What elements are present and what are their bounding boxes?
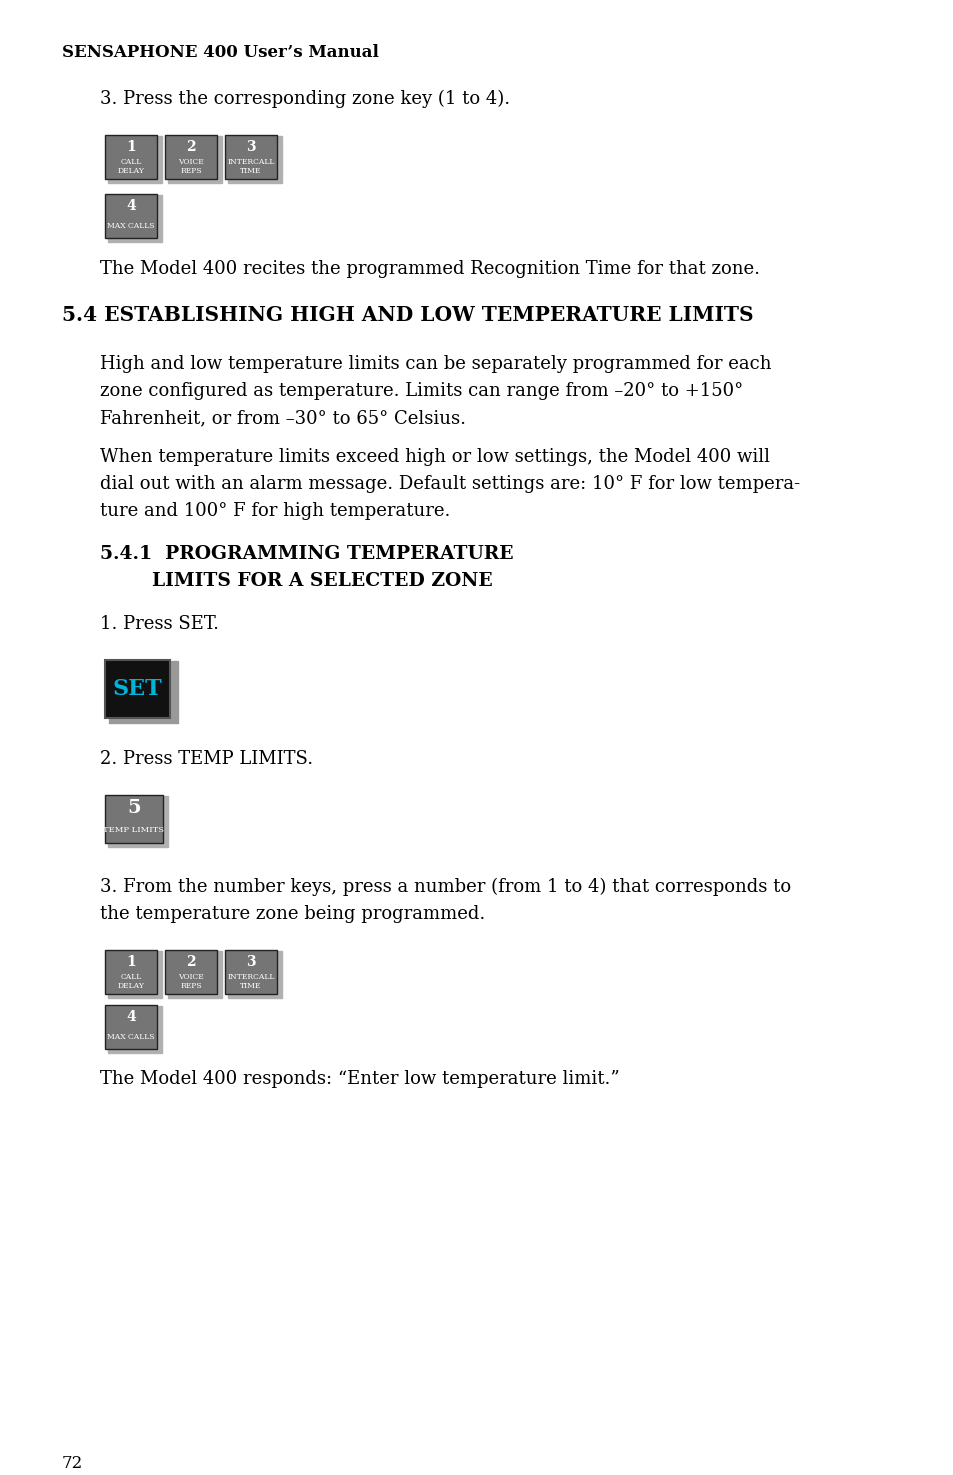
Text: 5: 5 <box>127 799 141 817</box>
Text: INTERCALL
TIME: INTERCALL TIME <box>227 974 274 990</box>
Text: TEMP LIMITS: TEMP LIMITS <box>103 826 164 833</box>
Text: 1. Press SET.: 1. Press SET. <box>100 615 219 633</box>
Text: CALL
DELAY: CALL DELAY <box>117 974 144 990</box>
Text: Fahrenheit, or from –30° to 65° Celsius.: Fahrenheit, or from –30° to 65° Celsius. <box>100 409 465 426</box>
Text: 1: 1 <box>126 956 135 969</box>
Text: 5.4.1  PROGRAMMING TEMPERATURE: 5.4.1 PROGRAMMING TEMPERATURE <box>100 544 513 563</box>
FancyBboxPatch shape <box>228 136 282 183</box>
Text: INTERCALL
TIME: INTERCALL TIME <box>227 158 274 176</box>
FancyBboxPatch shape <box>105 136 157 178</box>
Text: 2: 2 <box>186 140 195 155</box>
Text: When temperature limits exceed high or low settings, the Model 400 will: When temperature limits exceed high or l… <box>100 448 769 466</box>
FancyBboxPatch shape <box>168 951 222 999</box>
Text: MAX CALLS: MAX CALLS <box>107 1032 154 1041</box>
Text: 4: 4 <box>126 1010 135 1024</box>
Text: ture and 100° F for high temperature.: ture and 100° F for high temperature. <box>100 502 450 521</box>
FancyBboxPatch shape <box>225 950 276 994</box>
Text: SET: SET <box>112 678 162 701</box>
Text: 1: 1 <box>126 140 135 155</box>
FancyBboxPatch shape <box>165 950 216 994</box>
Text: zone configured as temperature. Limits can range from –20° to +150°: zone configured as temperature. Limits c… <box>100 382 742 400</box>
FancyBboxPatch shape <box>228 951 282 999</box>
Text: 3: 3 <box>246 956 255 969</box>
Text: dial out with an alarm message. Default settings are: 10° F for low tempera-: dial out with an alarm message. Default … <box>100 475 800 493</box>
Text: MAX CALLS: MAX CALLS <box>107 221 154 230</box>
Text: 2: 2 <box>186 956 195 969</box>
FancyBboxPatch shape <box>105 795 163 844</box>
FancyBboxPatch shape <box>108 796 168 847</box>
Text: CALL
DELAY: CALL DELAY <box>117 158 144 176</box>
FancyBboxPatch shape <box>225 136 276 178</box>
Text: The Model 400 recites the programmed Recognition Time for that zone.: The Model 400 recites the programmed Rec… <box>100 260 760 277</box>
Text: SENSAPHONE 400 User’s Manual: SENSAPHONE 400 User’s Manual <box>62 44 378 60</box>
Text: High and low temperature limits can be separately programmed for each: High and low temperature limits can be s… <box>100 355 771 373</box>
FancyBboxPatch shape <box>165 136 216 178</box>
Text: The Model 400 responds: “Enter low temperature limit.”: The Model 400 responds: “Enter low tempe… <box>100 1069 619 1089</box>
Text: VOICE
REPS: VOICE REPS <box>178 974 204 990</box>
Text: 72: 72 <box>62 1454 83 1472</box>
Text: 3. Press the corresponding zone key (1 to 4).: 3. Press the corresponding zone key (1 t… <box>100 90 510 108</box>
Text: 3. From the number keys, press a number (from 1 to 4) that corresponds to: 3. From the number keys, press a number … <box>100 878 790 897</box>
Text: 2. Press TEMP LIMITS.: 2. Press TEMP LIMITS. <box>100 749 313 768</box>
Text: LIMITS FOR A SELECTED ZONE: LIMITS FOR A SELECTED ZONE <box>100 572 493 590</box>
FancyBboxPatch shape <box>108 136 162 183</box>
FancyBboxPatch shape <box>108 951 162 999</box>
FancyBboxPatch shape <box>108 195 162 242</box>
FancyBboxPatch shape <box>105 659 170 718</box>
FancyBboxPatch shape <box>109 661 178 723</box>
Text: 5.4 ESTABLISHING HIGH AND LOW TEMPERATURE LIMITS: 5.4 ESTABLISHING HIGH AND LOW TEMPERATUR… <box>62 305 753 324</box>
FancyBboxPatch shape <box>105 950 157 994</box>
FancyBboxPatch shape <box>105 195 157 237</box>
FancyBboxPatch shape <box>105 1004 157 1049</box>
Text: VOICE
REPS: VOICE REPS <box>178 158 204 176</box>
Text: 4: 4 <box>126 199 135 214</box>
FancyBboxPatch shape <box>108 1006 162 1053</box>
Text: 3: 3 <box>246 140 255 155</box>
FancyBboxPatch shape <box>168 136 222 183</box>
Text: the temperature zone being programmed.: the temperature zone being programmed. <box>100 906 485 923</box>
